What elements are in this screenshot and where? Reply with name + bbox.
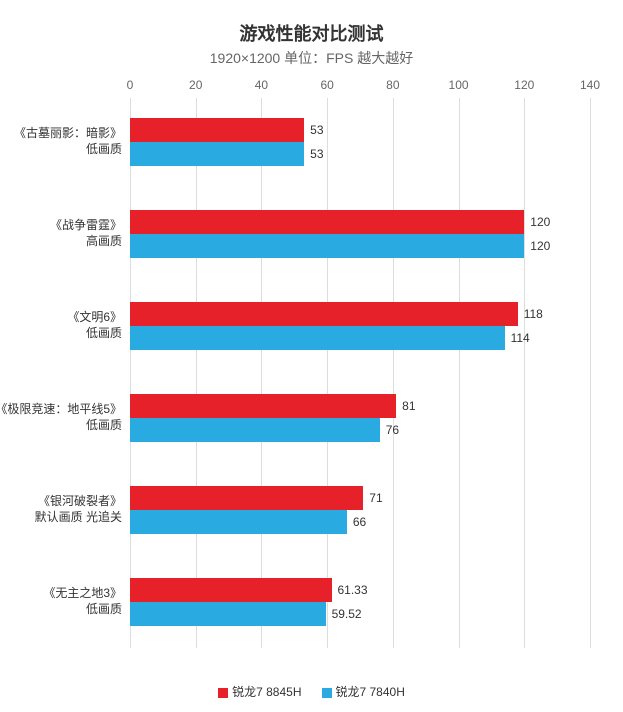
- bar-group: 《文明6》低画质118114: [130, 302, 590, 350]
- legend-label: 锐龙7 8845H: [232, 685, 301, 699]
- grid-line: [459, 98, 460, 648]
- bar: 59.52: [130, 602, 326, 626]
- grid-line: [393, 98, 394, 648]
- bar: 66: [130, 510, 347, 534]
- bar: 71: [130, 486, 363, 510]
- chart-title: 游戏性能对比测试: [30, 20, 593, 46]
- x-tick-label: 40: [255, 78, 268, 92]
- bar-value-label: 53: [304, 118, 323, 142]
- category-label-line2: 低画质: [86, 418, 122, 434]
- x-tick-label: 140: [580, 78, 600, 92]
- bar-group: 《极限竞速：地平线5》低画质8176: [130, 394, 590, 442]
- x-tick-label: 100: [449, 78, 469, 92]
- bar-group: 《古墓丽影：暗影》低画质5353: [130, 118, 590, 166]
- category-label-line2: 低画质: [86, 326, 122, 342]
- bar-value-label: 53: [304, 142, 323, 166]
- category-label-line1: 《无主之地3》: [43, 586, 122, 602]
- legend-swatch: [322, 688, 332, 698]
- bar: 81: [130, 394, 396, 418]
- chart-subtitle: 1920×1200 单位：FPS 越大越好: [30, 48, 593, 68]
- bar-value-label: 71: [363, 486, 382, 510]
- category-label-line1: 《文明6》: [67, 310, 122, 326]
- category-label: 《极限竞速：地平线5》低画质: [0, 394, 130, 442]
- category-label: 《古墓丽影：暗影》低画质: [14, 118, 130, 166]
- category-label: 《银河破裂者》默认画质 光追关: [35, 486, 130, 534]
- bar-group: 《无主之地3》低画质61.3359.52: [130, 578, 590, 626]
- x-tick-label: 80: [386, 78, 399, 92]
- grid-line: [524, 98, 525, 648]
- category-label: 《无主之地3》低画质: [43, 578, 130, 626]
- x-tick-label: 20: [189, 78, 202, 92]
- category-label-line1: 《银河破裂者》: [38, 494, 122, 510]
- plot-area: 020406080100120140《古墓丽影：暗影》低画质5353《战争雷霆》…: [130, 78, 590, 648]
- category-label-line2: 低画质: [86, 142, 122, 158]
- bar-value-label: 66: [347, 510, 366, 534]
- x-tick-label: 0: [127, 78, 134, 92]
- bar-value-label: 76: [380, 418, 399, 442]
- bar-group: 《银河破裂者》默认画质 光追关7166: [130, 486, 590, 534]
- x-tick-label: 60: [320, 78, 333, 92]
- bar-value-label: 120: [524, 234, 550, 258]
- bar-group: 《战争雷霆》高画质120120: [130, 210, 590, 258]
- legend-label: 锐龙7 7840H: [336, 685, 405, 699]
- category-label-line2: 默认画质 光追关: [35, 510, 122, 526]
- category-label-line1: 《极限竞速：地平线5》: [0, 402, 122, 418]
- grid-line: [590, 98, 591, 648]
- x-tick-label: 120: [514, 78, 534, 92]
- bar-value-label: 120: [524, 210, 550, 234]
- bar: 120: [130, 234, 524, 258]
- legend-item: 锐龙7 7840H: [322, 683, 405, 700]
- chart-container: 游戏性能对比测试 1920×1200 单位：FPS 越大越好 0 20 40 60 80…: [0, 0, 623, 712]
- bar-value-label: 61.33: [332, 578, 368, 602]
- category-label-line2: 低画质: [86, 602, 122, 618]
- bar: 114: [130, 326, 505, 350]
- bar: 53: [130, 142, 304, 166]
- bar-value-label: 118: [518, 302, 543, 326]
- bar: 53: [130, 118, 304, 142]
- bar: 118: [130, 302, 518, 326]
- bar: 120: [130, 210, 524, 234]
- bar-value-label: 81: [396, 394, 415, 418]
- legend: 锐龙7 8845H 锐龙7 7840H: [0, 683, 623, 700]
- category-label-line1: 《古墓丽影：暗影》: [14, 126, 122, 142]
- category-label: 《战争雷霆》高画质: [50, 210, 130, 258]
- grid-line: [196, 98, 197, 648]
- grid-line: [130, 98, 131, 648]
- bar: 61.33: [130, 578, 332, 602]
- category-label-line1: 《战争雷霆》: [50, 218, 122, 234]
- bar-value-label: 59.52: [326, 602, 362, 626]
- legend-swatch: [218, 688, 228, 698]
- grid-line: [261, 98, 262, 648]
- grid-line: [327, 98, 328, 648]
- bar: 76: [130, 418, 380, 442]
- legend-item: 锐龙7 8845H: [218, 683, 301, 700]
- category-label: 《文明6》低画质: [67, 302, 130, 350]
- bar-value-label: 114: [505, 326, 530, 350]
- category-label-line2: 高画质: [86, 234, 122, 250]
